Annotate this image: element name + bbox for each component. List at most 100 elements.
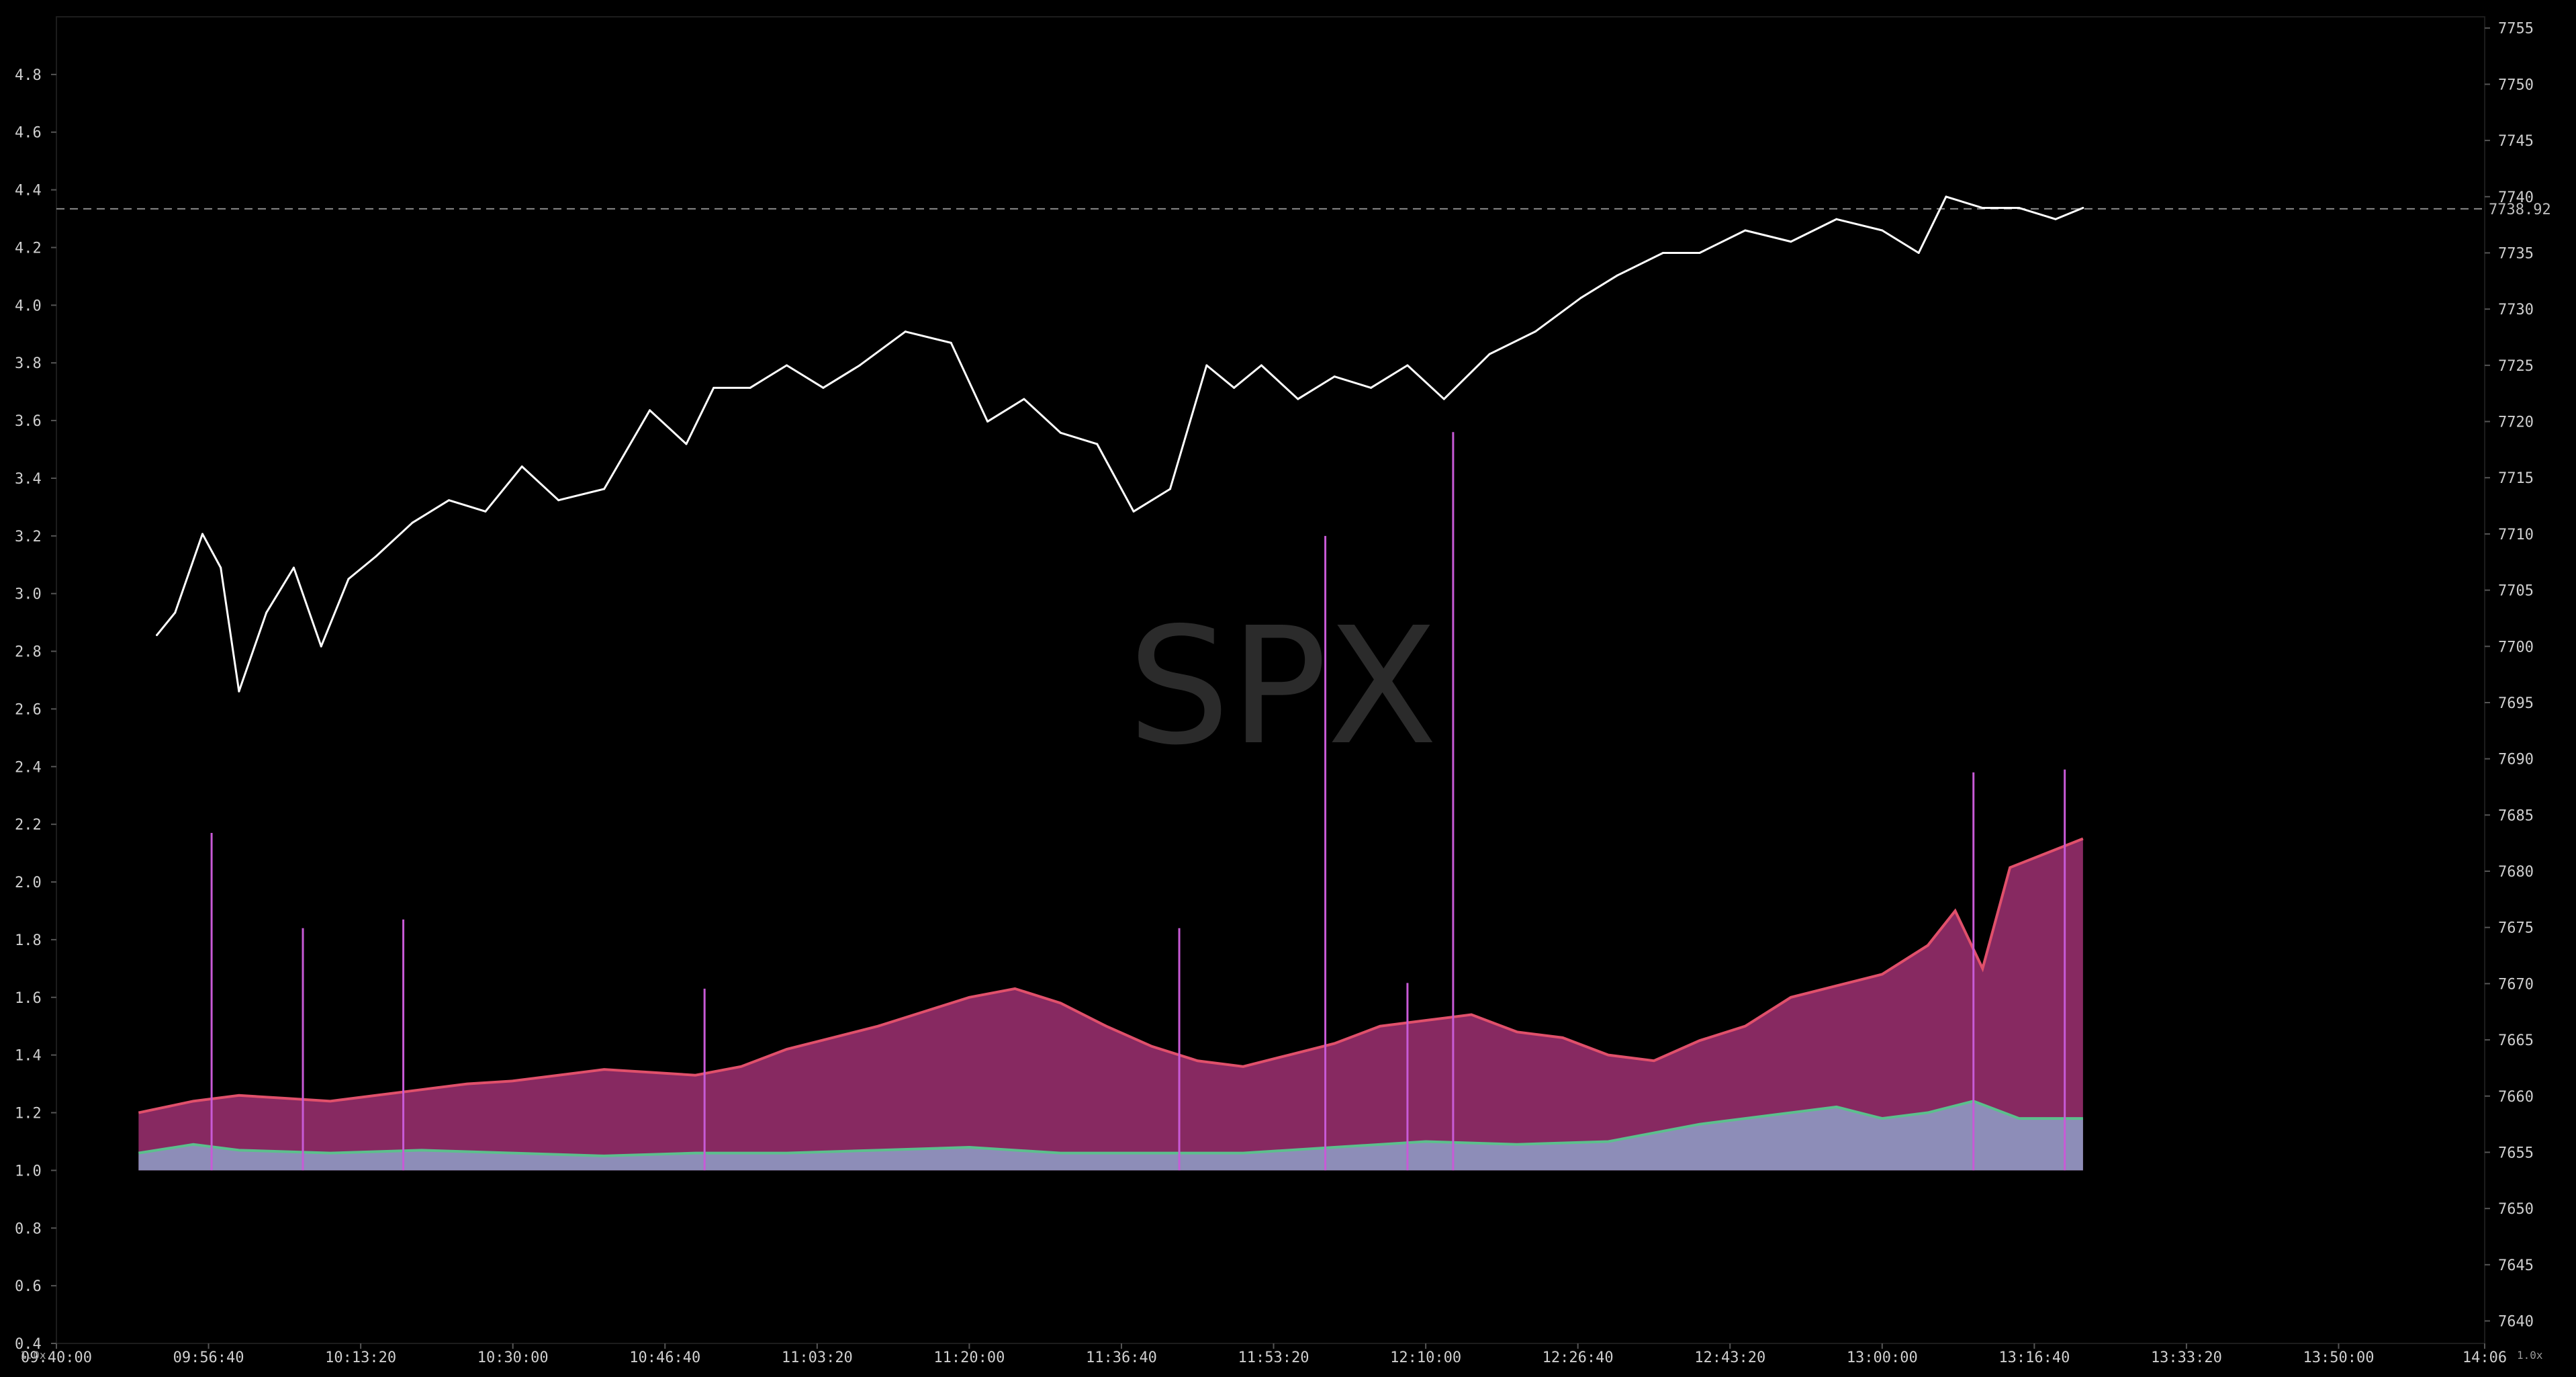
right-tick-label: 7705 bbox=[2498, 583, 2534, 600]
left-tick-label: 0.6 bbox=[15, 1278, 42, 1295]
watermark-text: SPX bbox=[1128, 592, 1437, 781]
x-tick-label: 09:56:40 bbox=[173, 1349, 244, 1366]
left-tick-label: 1.6 bbox=[15, 990, 42, 1007]
price-point bbox=[1059, 431, 1062, 434]
price-point bbox=[1744, 229, 1747, 232]
x-tick-label: 11:20:00 bbox=[933, 1349, 1005, 1366]
x-tick-label: 13:50:00 bbox=[2303, 1349, 2375, 1366]
x-tick-label: 11:03:20 bbox=[782, 1349, 853, 1366]
x-tick-label: 13:16:40 bbox=[1998, 1349, 2070, 1366]
price-point bbox=[1406, 364, 1409, 367]
volume-area-2 bbox=[138, 1101, 2083, 1171]
x-tick-label: 11:36:40 bbox=[1086, 1349, 1157, 1366]
price-point bbox=[1534, 330, 1536, 333]
price-point bbox=[2018, 207, 2021, 210]
price-point bbox=[238, 690, 240, 693]
price-point bbox=[858, 364, 861, 367]
corner-label-right: 1.0x bbox=[2517, 1349, 2543, 1362]
price-point bbox=[174, 611, 177, 614]
left-tick-label: 4.2 bbox=[15, 240, 42, 257]
right-tick-label: 7690 bbox=[2498, 752, 2534, 768]
price-point bbox=[1023, 398, 1025, 400]
left-tick-label: 2.6 bbox=[15, 701, 42, 718]
price-point bbox=[1917, 251, 1920, 254]
price-point bbox=[2054, 218, 2057, 220]
right-tick-label: 7700 bbox=[2498, 639, 2534, 656]
price-point bbox=[649, 409, 651, 412]
right-tick-label: 7730 bbox=[2498, 302, 2534, 318]
price-point bbox=[1260, 364, 1262, 367]
right-tick-label: 7680 bbox=[2498, 864, 2534, 881]
right-tick-label: 7640 bbox=[2498, 1314, 2534, 1331]
price-point bbox=[1168, 488, 1171, 490]
price-point bbox=[1233, 386, 1236, 389]
price-point bbox=[1981, 207, 1984, 210]
left-tick-label: 3.0 bbox=[15, 586, 42, 603]
price-point bbox=[1881, 229, 1884, 232]
price-point bbox=[220, 566, 222, 569]
price-point bbox=[1370, 386, 1373, 389]
volume-edge-1 bbox=[138, 837, 2084, 1114]
right-tick-label: 7725 bbox=[2498, 358, 2534, 375]
x-tick-label: 13:33:20 bbox=[2151, 1349, 2222, 1366]
left-tick-label: 3.6 bbox=[15, 413, 42, 430]
left-tick-label: 2.0 bbox=[15, 875, 42, 891]
left-tick-label: 1.0 bbox=[15, 1163, 42, 1180]
left-tick-label: 2.8 bbox=[15, 644, 42, 661]
right-tick-label: 7735 bbox=[2498, 245, 2534, 262]
left-tick-label: 4.4 bbox=[15, 183, 42, 199]
x-tick-label: 14:06 bbox=[2463, 1349, 2507, 1366]
price-point bbox=[201, 533, 204, 535]
price-point bbox=[484, 510, 487, 513]
price-point bbox=[1297, 398, 1299, 400]
volume-area-1 bbox=[138, 838, 2083, 1171]
price-point bbox=[448, 499, 451, 502]
left-tick-label: 3.4 bbox=[15, 471, 42, 488]
right-tick-label: 7675 bbox=[2498, 920, 2534, 937]
x-tick-label: 12:43:20 bbox=[1694, 1349, 1765, 1366]
price-point bbox=[685, 443, 688, 445]
price-point bbox=[292, 566, 295, 569]
x-tick-label: 12:10:00 bbox=[1390, 1349, 1461, 1366]
last-price-label: 7738.92 bbox=[2489, 202, 2551, 218]
price-point bbox=[1096, 443, 1099, 445]
price-point bbox=[1945, 195, 1947, 198]
left-tick-label: 2.4 bbox=[15, 759, 42, 776]
right-tick-label: 7665 bbox=[2498, 1032, 2534, 1049]
right-tick-label: 7655 bbox=[2498, 1145, 2534, 1161]
price-point bbox=[1205, 364, 1208, 367]
price-point bbox=[375, 555, 377, 558]
price-point bbox=[1333, 375, 1336, 378]
x-tick-label: 11:53:20 bbox=[1238, 1349, 1309, 1366]
price-point bbox=[2082, 207, 2084, 210]
price-point bbox=[557, 499, 560, 502]
price-point bbox=[904, 330, 907, 333]
price-point bbox=[1132, 510, 1135, 513]
price-point bbox=[1698, 251, 1701, 254]
price-point bbox=[603, 488, 606, 490]
x-tick-label: 10:30:00 bbox=[477, 1349, 549, 1366]
plot-frame bbox=[56, 16, 2485, 1344]
price-point bbox=[950, 341, 952, 344]
axes-layer: 09:40:00 09:56:40 10:13:20 10:30:00 10:46:40… bbox=[15, 21, 2551, 1366]
right-tick-label: 7710 bbox=[2498, 527, 2534, 543]
price-point bbox=[265, 611, 268, 614]
right-tick-label: 7720 bbox=[2498, 414, 2534, 431]
price-point bbox=[520, 465, 523, 468]
price-point bbox=[822, 386, 825, 389]
left-tick-label: 4.0 bbox=[15, 298, 42, 314]
price-point bbox=[1790, 240, 1792, 243]
x-tick-label: 13:00:00 bbox=[1847, 1349, 1918, 1366]
x-tick-label: 10:13:20 bbox=[325, 1349, 396, 1366]
price-point bbox=[1662, 251, 1665, 254]
left-tick-label: 1.8 bbox=[15, 932, 42, 949]
right-tick-label: 7685 bbox=[2498, 807, 2534, 824]
price-point bbox=[1835, 218, 1838, 220]
price-point bbox=[749, 386, 751, 389]
right-tick-label: 7695 bbox=[2498, 695, 2534, 712]
price-point bbox=[712, 386, 715, 389]
left-tick-label: 3.8 bbox=[15, 355, 42, 372]
right-tick-label: 7750 bbox=[2498, 77, 2534, 93]
price-point bbox=[1616, 274, 1619, 277]
